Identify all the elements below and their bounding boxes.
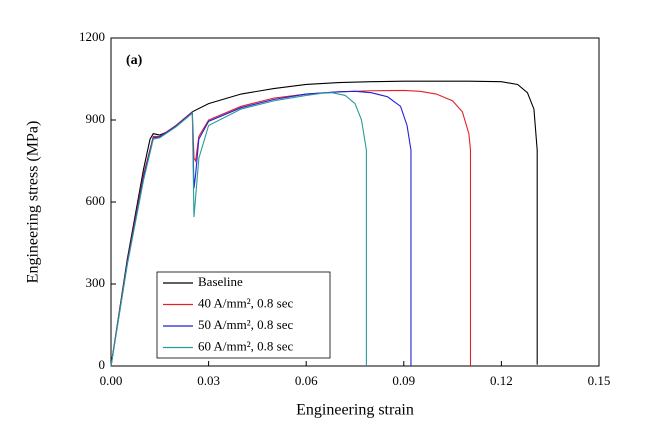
x-tick-label: 0.03: [197, 373, 220, 388]
x-tick-label: 0.12: [490, 373, 513, 388]
series-line: [110, 89, 472, 367]
x-axis-label: Engineering strain: [296, 402, 414, 419]
legend-label: Baseline: [198, 274, 243, 289]
legend-label: 50 A/mm², 0.8 sec: [198, 317, 293, 332]
legend-label: 60 A/mm², 0.8 sec: [198, 338, 293, 353]
legend-label: 40 A/mm², 0.8 sec: [198, 295, 293, 310]
series-line: [110, 90, 412, 367]
y-tick-label: 300: [86, 275, 106, 290]
annotation: (a): [126, 53, 143, 68]
x-tick-label: 0.09: [392, 373, 415, 388]
x-tick-label: 0.15: [588, 373, 611, 388]
series-line: [110, 80, 538, 367]
x-tick-label: 0.00: [100, 373, 123, 388]
y-tick-label: 0: [99, 357, 106, 372]
y-axis-label: Engineering stress (MPa): [25, 121, 42, 284]
y-tick-label: 900: [86, 111, 106, 126]
y-tick-label: 600: [86, 193, 106, 208]
y-tick-label: 1200: [79, 29, 105, 44]
series-line: [110, 92, 367, 367]
x-tick-label: 0.06: [295, 373, 318, 388]
legend: [156, 271, 331, 359]
